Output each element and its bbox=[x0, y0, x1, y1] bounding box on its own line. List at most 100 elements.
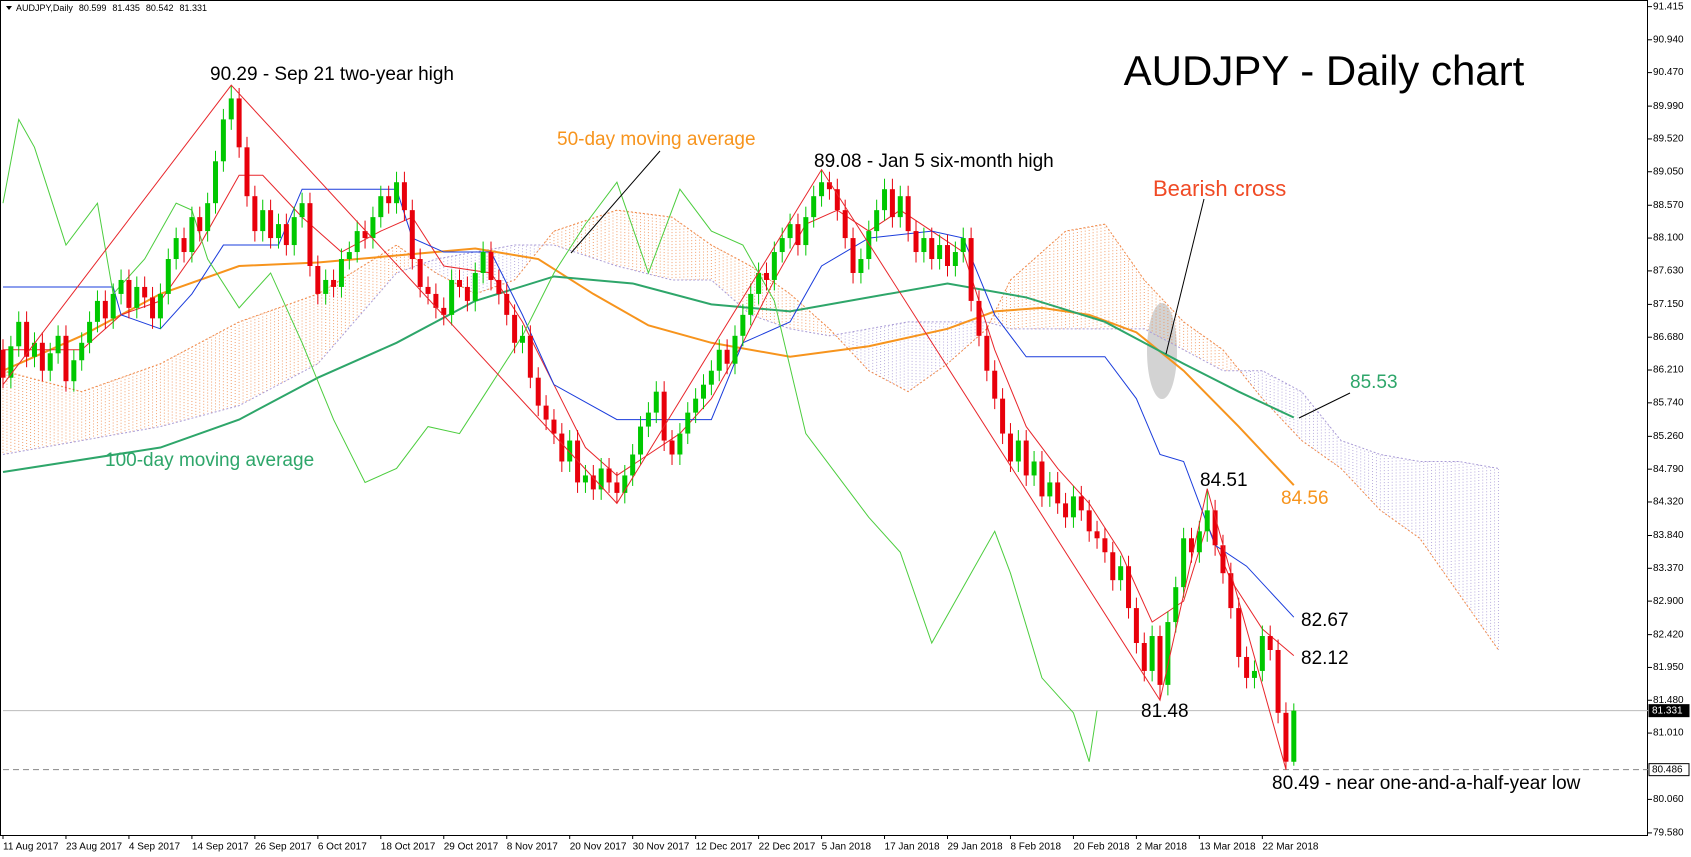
candle-body bbox=[71, 360, 77, 382]
annotation: 81.48 bbox=[1141, 701, 1189, 722]
candle-body bbox=[1047, 482, 1053, 497]
x-tick-label: 5 Jan 2018 bbox=[822, 842, 872, 853]
candle-body bbox=[944, 245, 950, 266]
candle-body bbox=[94, 300, 100, 322]
cloud-span bbox=[2, 244, 1499, 469]
candle-body bbox=[331, 279, 337, 287]
price-label-box bbox=[1648, 704, 1690, 718]
candle-body bbox=[724, 349, 730, 364]
annotation: 50-day moving average bbox=[557, 129, 756, 150]
candle-body bbox=[685, 412, 691, 434]
header-marker bbox=[6, 6, 12, 10]
candle-body bbox=[228, 98, 234, 120]
y-tick-label: 87.150 bbox=[1653, 299, 1684, 310]
trend-zigzag bbox=[2, 84, 1287, 770]
x-tick-label: 20 Feb 2018 bbox=[1073, 842, 1130, 853]
candle-body bbox=[1055, 482, 1061, 504]
annotation: 82.12 bbox=[1301, 648, 1349, 669]
candle-body bbox=[653, 391, 659, 413]
x-tick-label: 6 Oct 2017 bbox=[318, 842, 367, 853]
x-tick-label: 11 Aug 2017 bbox=[3, 842, 59, 853]
candle-body bbox=[1023, 440, 1029, 476]
x-tick-label: 29 Oct 2017 bbox=[444, 842, 499, 853]
candle-body bbox=[756, 272, 762, 294]
candle-body bbox=[386, 196, 392, 204]
y-tick-label: 83.840 bbox=[1653, 530, 1684, 541]
candle-body bbox=[992, 370, 998, 399]
candle-body bbox=[567, 440, 573, 462]
price-label-box bbox=[1648, 763, 1690, 777]
candle-body bbox=[0, 349, 6, 378]
y-tick-label: 81.480 bbox=[1653, 695, 1684, 706]
candle-body bbox=[165, 259, 171, 294]
candle-body bbox=[1251, 670, 1257, 678]
cloud-span bbox=[2, 209, 1499, 651]
x-tick-label: 14 Sep 2017 bbox=[192, 842, 249, 853]
annotation: 82.67 bbox=[1301, 610, 1349, 631]
x-tick-label: 8 Nov 2017 bbox=[507, 842, 559, 853]
candle-body bbox=[834, 189, 840, 211]
candle-body bbox=[1291, 710, 1297, 762]
candle-body bbox=[1149, 636, 1155, 671]
candle-body bbox=[378, 196, 384, 218]
candle-body bbox=[889, 189, 895, 218]
pointer-line bbox=[570, 150, 661, 254]
x-tick-label: 4 Sep 2017 bbox=[129, 842, 181, 853]
y-tick-label: 81.010 bbox=[1653, 728, 1684, 739]
candle-body bbox=[370, 217, 376, 239]
candle-body bbox=[173, 238, 179, 260]
candle-body bbox=[150, 297, 156, 319]
candle-body bbox=[244, 147, 250, 197]
y-tick-label: 82.900 bbox=[1653, 596, 1684, 607]
candle-body bbox=[590, 475, 596, 490]
candle-body bbox=[527, 335, 533, 378]
candle-body bbox=[937, 245, 943, 260]
candle-body bbox=[519, 335, 525, 343]
candle-body bbox=[913, 231, 919, 253]
candle-body bbox=[842, 210, 848, 239]
annotation: 100-day moving average bbox=[105, 450, 314, 471]
x-tick-label: 17 Jan 2018 bbox=[885, 842, 940, 853]
candle-body bbox=[142, 286, 148, 298]
y-tick-label: 88.570 bbox=[1653, 200, 1684, 211]
candle-body bbox=[47, 353, 53, 371]
header: AUDJPY,Daily 80.599 81.435 80.542 81.331 bbox=[16, 3, 207, 13]
candle-body bbox=[268, 210, 274, 239]
candle-body bbox=[488, 252, 494, 280]
candle-body bbox=[118, 279, 124, 294]
candle-body bbox=[291, 217, 297, 246]
candle-body bbox=[1283, 712, 1289, 762]
candle-body bbox=[748, 293, 754, 315]
candle-body bbox=[1078, 496, 1084, 511]
x-tick-label: 26 Sep 2017 bbox=[255, 842, 312, 853]
candle-body bbox=[1070, 496, 1076, 518]
candle-body bbox=[1039, 461, 1045, 497]
candle-body bbox=[811, 196, 817, 218]
candle-body bbox=[921, 238, 927, 253]
candle-body bbox=[622, 475, 628, 493]
candle-body bbox=[661, 391, 667, 441]
annotation: 85.53 bbox=[1350, 372, 1398, 393]
y-tick-label: 80.060 bbox=[1653, 794, 1684, 805]
candle-body bbox=[110, 293, 116, 319]
indicator-line bbox=[2, 247, 1295, 486]
candle-body bbox=[669, 440, 675, 455]
candle-body bbox=[252, 196, 258, 232]
candle-body bbox=[1173, 587, 1179, 623]
candle-body bbox=[55, 335, 61, 354]
y-tick-label: 89.990 bbox=[1653, 101, 1684, 112]
x-tick-label: 18 Oct 2017 bbox=[381, 842, 436, 853]
candle-body bbox=[457, 279, 463, 287]
candle-body bbox=[197, 217, 203, 232]
candle-body bbox=[1015, 440, 1021, 462]
indicator-line bbox=[3, 188, 1295, 618]
candle-body bbox=[1259, 636, 1265, 671]
y-tick-label: 85.260 bbox=[1653, 431, 1684, 442]
candle-body bbox=[693, 398, 699, 413]
header-value: 80.542 bbox=[146, 3, 174, 13]
annotation: 89.08 - Jan 5 six-month high bbox=[814, 151, 1054, 172]
candle-body bbox=[1220, 545, 1226, 574]
candle-body bbox=[677, 433, 683, 455]
candle-body bbox=[472, 272, 478, 301]
